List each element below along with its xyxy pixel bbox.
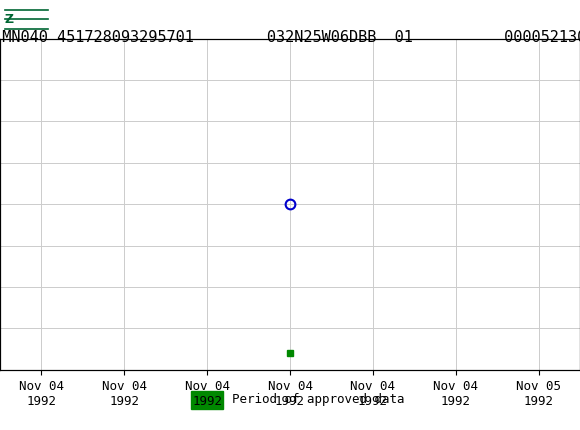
Text: Z: Z <box>5 13 14 26</box>
Text: USGS: USGS <box>55 9 110 28</box>
Text: Period of approved data: Period of approved data <box>232 393 404 406</box>
Bar <box>191 391 223 409</box>
Text: MN040 451728093295701        032N25W06DBB  01          0000521306: MN040 451728093295701 032N25W06DBB 01 00… <box>0 30 580 45</box>
FancyBboxPatch shape <box>5 3 48 36</box>
